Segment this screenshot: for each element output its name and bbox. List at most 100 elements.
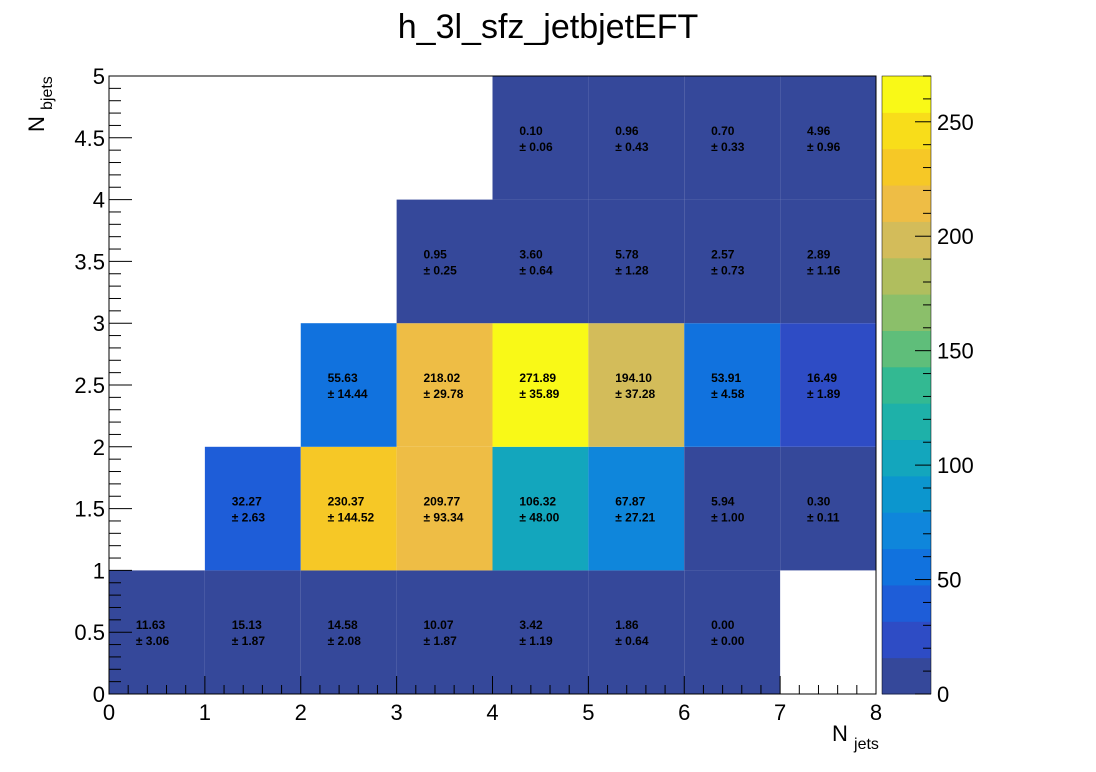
- y-tick-label: 3.5: [74, 249, 105, 274]
- colorbar-tick-label: 0: [937, 682, 949, 707]
- cell-labels: 11.63 ± 3.06 15.13 ± 1.87 14.58 ± 2.08 10.07 ± …: [136, 124, 841, 648]
- cell-error-label: ± 2.08: [328, 634, 362, 648]
- cell-value-label: 16.49: [807, 371, 837, 385]
- colorbar-tick-label: 150: [937, 339, 974, 364]
- heatmap-cell: [396, 446, 493, 571]
- cell-error-label: ± 4.58: [711, 387, 745, 401]
- heatmap-cell: [492, 570, 589, 694]
- cell-value-label: 3.42: [519, 618, 543, 632]
- heatmap-cell: [684, 76, 781, 200]
- colorbar-band: [882, 403, 931, 441]
- colorbar-tick-label: 50: [937, 568, 961, 593]
- cell-error-label: ± 35.89: [519, 387, 559, 401]
- cell-value-label: 2.89: [807, 247, 831, 261]
- colorbar-band: [882, 512, 931, 550]
- colorbar-band: [882, 112, 931, 150]
- heatmap-cell: [588, 570, 685, 694]
- x-tick-label: 0: [103, 700, 115, 725]
- cell-value-label: 11.63: [136, 618, 166, 632]
- cell-value-label: 55.63: [328, 371, 358, 385]
- cell-value-label: 53.91: [711, 371, 741, 385]
- y-tick-label: 2: [93, 435, 105, 460]
- cell-error-label: ± 0.73: [711, 263, 745, 277]
- cell-value-label: 0.00: [711, 618, 735, 632]
- cell-value-label: 10.07: [423, 618, 453, 632]
- x-tick-label: 7: [774, 700, 786, 725]
- cell-value-label: 3.60: [519, 247, 543, 261]
- y-tick-label: 5: [93, 64, 105, 89]
- chart-title: h_3l_sfz_jetbjetEFT: [398, 8, 699, 46]
- colorbar-tick-label: 200: [937, 224, 974, 249]
- x-tick-label: 6: [678, 700, 690, 725]
- cell-value-label: 5.94: [711, 495, 735, 509]
- cell-value-label: 1.86: [615, 618, 639, 632]
- colorbar-band: [882, 257, 931, 295]
- heatmap-cell: [684, 323, 781, 447]
- heatmap-cell: [780, 199, 876, 324]
- heatmap-cell: [204, 570, 301, 694]
- colorbar-band: [882, 185, 931, 222]
- colorbar-band: [882, 294, 931, 331]
- y-tick-label: 0: [93, 682, 105, 707]
- x-axis-title-sub: jets: [853, 736, 879, 753]
- x-tick-label: 2: [295, 700, 307, 725]
- colorbar-band: [882, 148, 931, 186]
- x-tick-label: 5: [582, 700, 594, 725]
- cell-value-label: 271.89: [519, 371, 556, 385]
- y-axis-title: N bjets: [24, 76, 56, 132]
- y-tick-label: 2.5: [74, 373, 105, 398]
- cell-error-label: ± 0.33: [711, 140, 745, 154]
- y-axis-title-sub: bjets: [39, 76, 56, 110]
- cell-value-label: 32.27: [232, 495, 262, 509]
- cell-value-label: 230.37: [328, 495, 365, 509]
- cell-error-label: ± 1.87: [423, 634, 457, 648]
- colorbar: 0 50 100 150 200 250: [881, 75, 974, 707]
- cell-value-label: 0.95: [423, 247, 447, 261]
- cell-value-label: 106.32: [519, 495, 556, 509]
- cell-error-label: ± 1.89: [807, 387, 841, 401]
- cell-value-label: 5.78: [615, 247, 639, 261]
- x-axis-title-main: N: [832, 721, 848, 746]
- heatmap-cell: [300, 570, 397, 694]
- cell-error-label: ± 29.78: [423, 387, 463, 401]
- colorbar-band: [882, 330, 931, 368]
- colorbar-band: [882, 584, 931, 622]
- cell-error-label: ± 1.28: [615, 263, 649, 277]
- heatmap-cell: [492, 76, 589, 200]
- cell-error-label: ± 1.16: [807, 263, 841, 277]
- cell-error-label: ± 0.96: [807, 140, 841, 154]
- heatmap-cells: [109, 76, 876, 694]
- cell-value-label: 2.57: [711, 247, 735, 261]
- x-tick-label: 4: [486, 700, 498, 725]
- colorbar-band: [882, 439, 931, 477]
- cell-value-label: 0.30: [807, 495, 831, 509]
- y-tick-label: 1: [93, 558, 105, 583]
- cell-error-label: ± 1.87: [232, 634, 266, 648]
- cell-error-label: ± 0.64: [615, 634, 649, 648]
- colorbar-band: [882, 475, 931, 513]
- colorbar-band: [882, 657, 931, 695]
- cell-value-label: 15.13: [232, 618, 262, 632]
- cell-error-label: ± 0.43: [615, 140, 649, 154]
- heatmap-cell: [300, 323, 397, 447]
- cell-error-label: ± 0.06: [519, 140, 553, 154]
- y-axis-title-main: N: [24, 116, 49, 132]
- cell-error-label: ± 0.64: [519, 263, 553, 277]
- x-tick-label: 8: [870, 700, 882, 725]
- heatmap-cell: [780, 446, 876, 571]
- heatmap-cell: [780, 323, 876, 447]
- cell-error-label: ± 144.52: [328, 511, 375, 525]
- heatmap-cell: [780, 76, 876, 200]
- cell-error-label: ± 3.06: [136, 634, 170, 648]
- axes: 0 1 2 3 4 5 6 7 8 0 0.5 1 1.5 2 2.5 3 3.5 4 4.5 5: [74, 64, 882, 725]
- cell-error-label: ± 1.19: [519, 634, 553, 648]
- y-tick-label: 3: [93, 311, 105, 336]
- cell-error-label: ± 48.00: [519, 511, 559, 525]
- y-tick-label: 0.5: [74, 620, 105, 645]
- heatmap-cell: [588, 76, 685, 200]
- colorbar-band: [882, 221, 931, 259]
- heatmap-cell: [396, 570, 493, 694]
- heatmap-cell: [492, 446, 589, 571]
- colorbar-frame: [881, 75, 932, 695]
